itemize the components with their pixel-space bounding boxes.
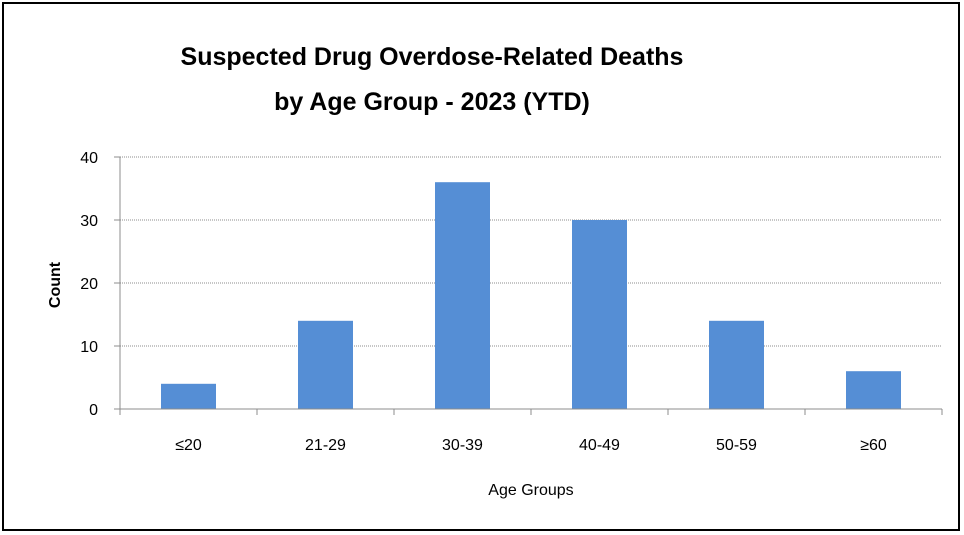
bar-1 [161, 383, 216, 409]
bar-3 [435, 182, 490, 409]
gridlines [120, 156, 942, 347]
y-tick-label: 10 [80, 339, 98, 356]
x-tick-label: 30-39 [442, 437, 483, 454]
y-axis-title: Count [47, 261, 64, 308]
x-tick-label: 21-29 [305, 437, 346, 454]
bar-6 [846, 371, 901, 409]
x-tick-label: ≥60 [860, 437, 887, 454]
bars [161, 182, 901, 409]
bar-2 [298, 320, 353, 409]
y-tick-label: 30 [80, 213, 98, 230]
x-tick-label: 40-49 [579, 437, 620, 454]
y-tick-labels: 0 10 20 30 40 [80, 150, 98, 419]
x-tick-labels: ≤20 21-29 30-39 40-49 50-59 ≥60 [175, 437, 887, 454]
chart-title-line-2: by Age Group - 2023 (YTD) [274, 88, 590, 116]
x-axis-title: Age Groups [488, 482, 573, 499]
chart-title-line-1: Suspected Drug Overdose-Related Deaths [181, 43, 684, 71]
bar-chart: Suspected Drug Overdose-Related Deaths b… [47, 43, 943, 499]
y-tick-label: 40 [80, 150, 98, 167]
x-tick-label: 50-59 [716, 437, 757, 454]
bar-4 [572, 220, 627, 409]
y-tick-label: 0 [89, 402, 98, 419]
axes [114, 156, 943, 415]
bar-5 [709, 320, 764, 409]
x-tick-label: ≤20 [175, 437, 202, 454]
y-tick-label: 20 [80, 276, 98, 293]
